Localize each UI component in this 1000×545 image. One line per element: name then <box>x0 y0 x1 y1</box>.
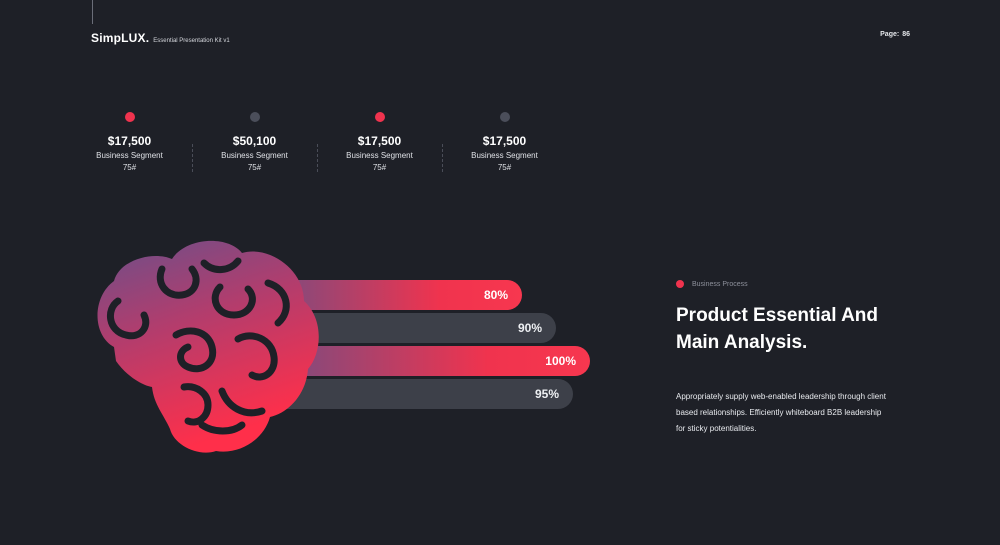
para-line-2: based relationships. Efficiently whitebo… <box>676 408 882 417</box>
brain-icon <box>97 240 319 453</box>
top-divider-line <box>92 0 93 24</box>
stat-sub: 75# <box>247 163 262 172</box>
bar-label: 100% <box>545 354 576 368</box>
para-line-1: Appropriately supply web-enabled leaders… <box>676 392 886 401</box>
stat-item: $50,100 Business Segment 75# <box>192 112 317 173</box>
stat-value: $50,100 <box>232 134 277 148</box>
section-tag: Business Process <box>676 280 748 288</box>
stat-dot-icon <box>124 112 135 122</box>
brand: SimpLUX. Essential Presentation Kit v1 <box>91 31 230 45</box>
stat-item: $17,500 Business Segment 75# <box>317 112 442 173</box>
page-number: Page: 86 <box>877 31 910 38</box>
stat-label: Business Segment <box>346 151 413 160</box>
stat-item: $17,500 Business Segment 75# <box>442 112 567 173</box>
stat-dot-icon <box>374 112 385 122</box>
stat-dot-icon <box>499 112 510 122</box>
brand-subtitle: Essential Presentation Kit v1 <box>153 38 230 44</box>
para-line-3: for sticky potentialities. <box>676 424 757 433</box>
stat-dot-icon <box>249 112 260 122</box>
bar-label: 95% <box>534 387 559 401</box>
tag-dot-icon <box>676 280 684 288</box>
stat-label: Business Segment <box>96 151 163 160</box>
stat-value: $17,500 <box>357 134 402 148</box>
tag-text: Business Process <box>692 280 748 288</box>
stat-sub: 75# <box>122 163 137 172</box>
stat-sub: 75# <box>497 163 512 172</box>
bar-label: 90% <box>517 321 542 335</box>
page-value: 86 <box>902 31 910 38</box>
stats-row: $17,500 Business Segment 75# $50,100 Bus… <box>67 112 567 173</box>
brand-name: SimpLUX. <box>91 31 150 45</box>
stat-value: $17,500 <box>107 134 152 148</box>
bar-label: 80% <box>483 288 508 302</box>
description-paragraph: Appropriately supply web-enabled leaders… <box>676 389 916 437</box>
stat-sub: 75# <box>372 163 387 172</box>
stat-label: Business Segment <box>471 151 538 160</box>
stat-value: $17,500 <box>482 134 527 148</box>
page-label: Page: <box>880 31 900 38</box>
stat-label: Business Segment <box>221 151 288 160</box>
title-line-2: Main Analysis. <box>676 332 808 353</box>
title-line-1: Product Essential And <box>676 305 878 326</box>
stat-item: $17,500 Business Segment 75# <box>67 112 192 173</box>
progress-bar-95: 95% <box>250 379 573 409</box>
page-title: Product Essential And Main Analysis. <box>676 302 916 356</box>
